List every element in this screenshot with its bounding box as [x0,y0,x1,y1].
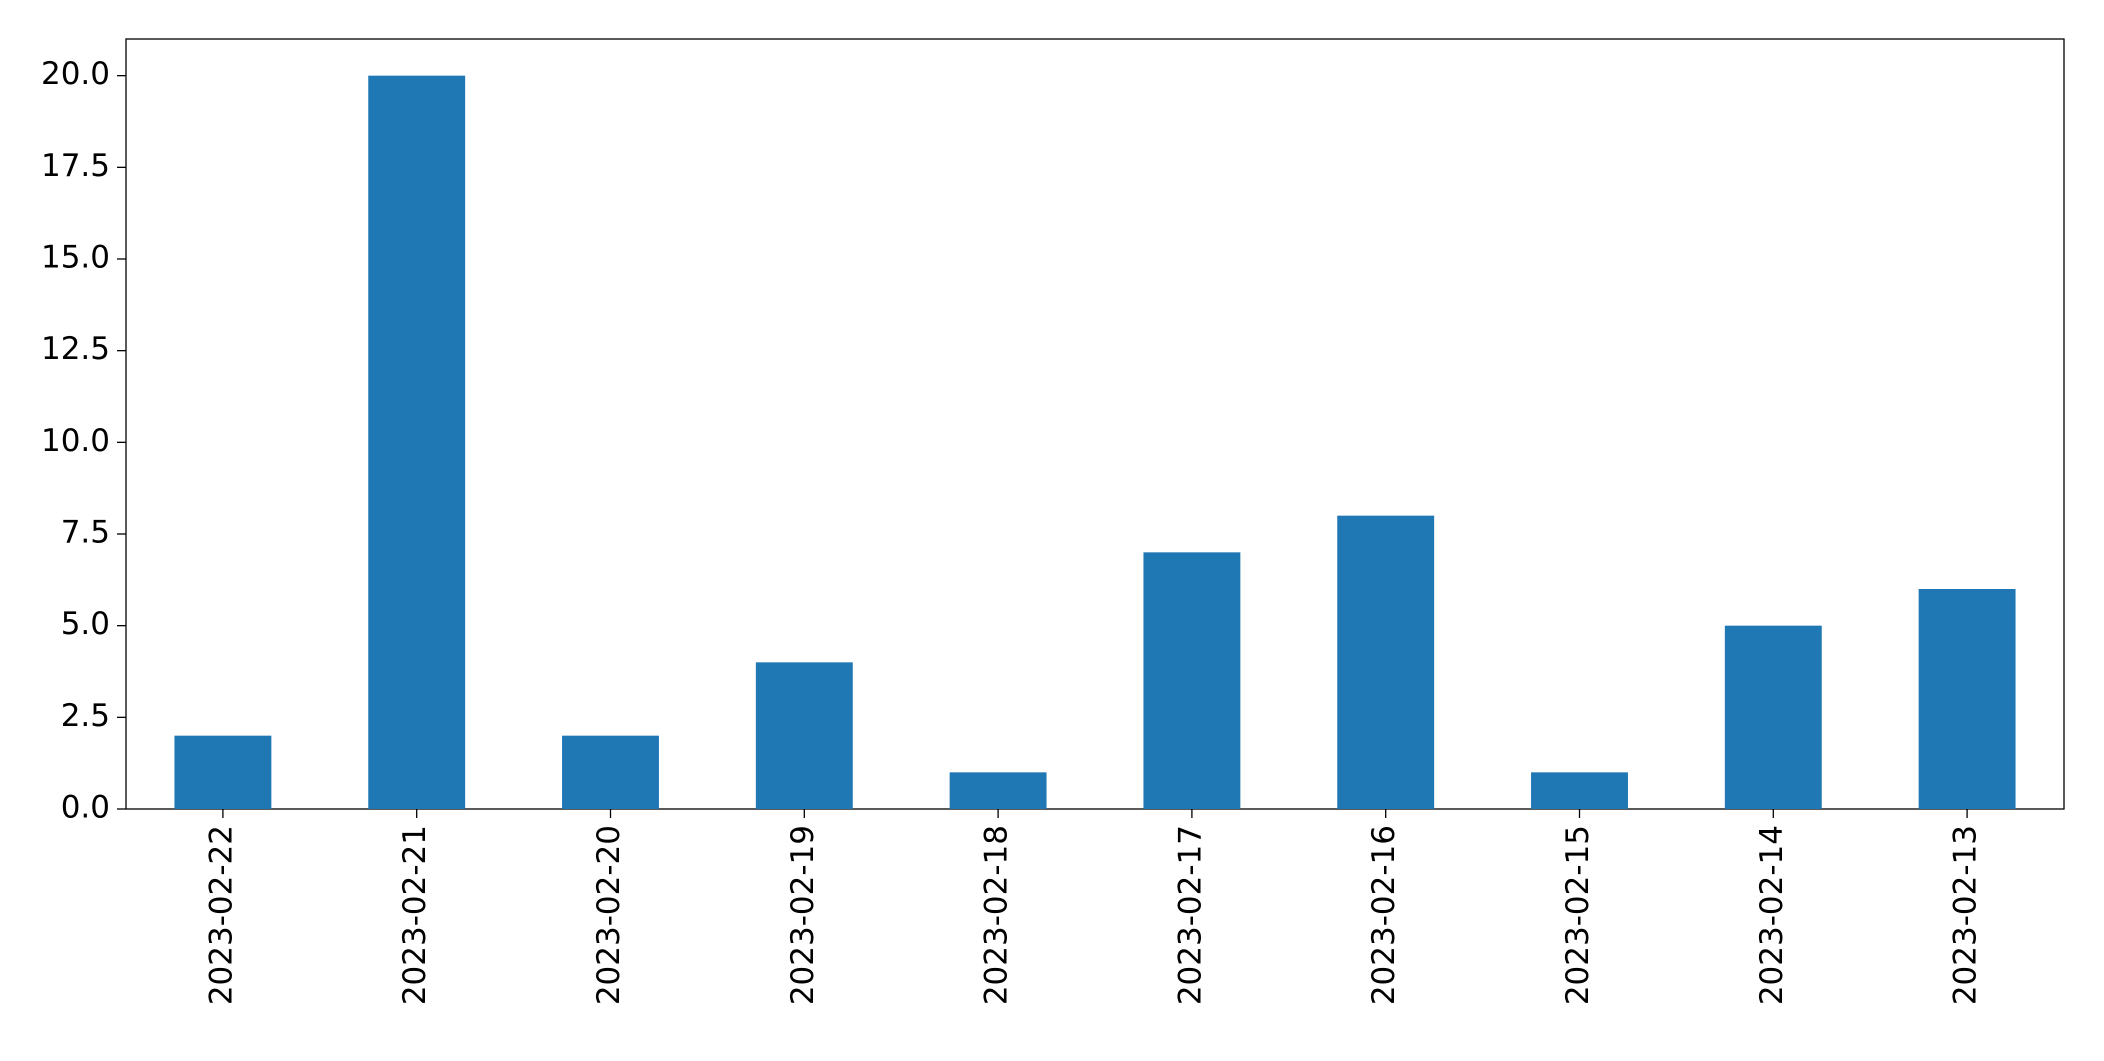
bar [1531,772,1628,809]
bar [1143,552,1241,809]
bar [755,662,853,809]
y-tick-label: 20.0 [41,56,110,92]
bar [1337,515,1435,809]
y-tick-label: 5.0 [61,606,110,642]
bar [1918,589,2016,809]
y-tick-label: 0.0 [61,790,110,826]
bar [949,772,1047,809]
x-tick-label: 2023-02-16 [1366,825,1402,1005]
y-tick-label: 7.5 [61,515,110,551]
x-tick-label: 2023-02-15 [1560,825,1596,1005]
bar [562,735,659,809]
x-tick-label: 2023-02-21 [397,825,433,1005]
x-tick-label: 2023-02-22 [203,825,239,1005]
y-tick-label: 17.5 [41,148,110,184]
y-tick-label: 10.0 [41,423,110,459]
bar [1724,625,1822,809]
x-tick-label: 2023-02-20 [591,825,627,1005]
y-tick-label: 2.5 [61,698,110,734]
x-tick-label: 2023-02-19 [785,825,821,1005]
x-tick-label: 2023-02-14 [1754,825,1790,1005]
bar [174,735,272,809]
x-tick-label: 2023-02-18 [979,825,1015,1005]
x-tick-label: 2023-02-13 [1948,825,1984,1005]
y-tick-label: 15.0 [41,240,110,276]
x-tick-label: 2023-02-17 [1172,825,1208,1005]
plot-frame [125,38,2065,810]
y-tick-label: 12.5 [41,331,110,367]
bar [368,75,466,809]
